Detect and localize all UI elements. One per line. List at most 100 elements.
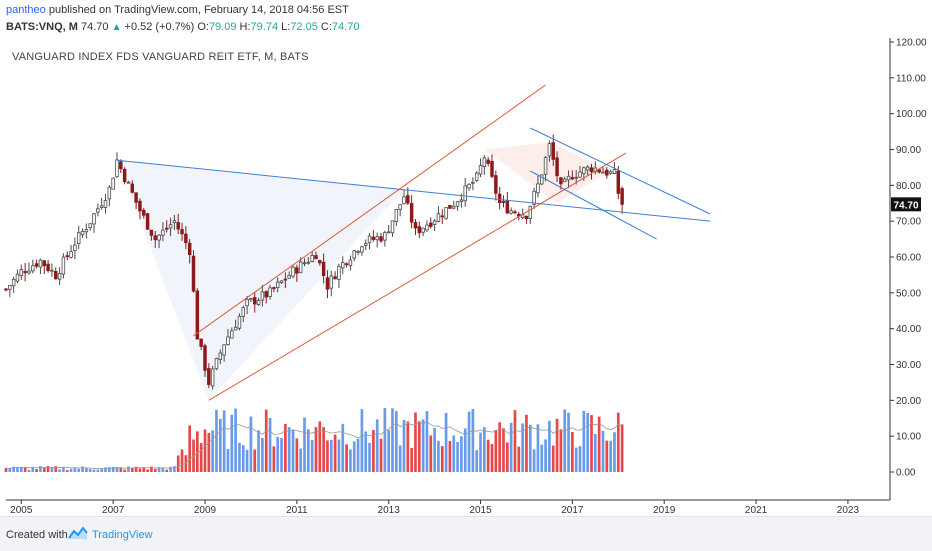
price-chart[interactable]: 0.00 10.00 20.00 30.00 40.00 50.00 60.00 70.00 8… [0,38,932,516]
candle-body [111,177,115,190]
volume-bar [161,467,165,472]
volume-bar [196,431,199,472]
candle-body [536,183,540,194]
candle-body [119,161,123,170]
volume-bar [180,449,184,472]
volume-bar [475,450,479,472]
candle-body [222,344,226,356]
candle-body [601,171,605,174]
volume-bar [433,428,436,472]
candle-body [11,278,16,287]
volume-bar [165,469,169,472]
volume-bar [571,432,574,472]
candle-body [264,291,268,298]
candle-body [612,169,617,174]
volume-bar [173,466,176,472]
candle-body [149,229,154,236]
pattern-shading [116,142,611,401]
candle-body [214,358,219,370]
published-text: published on TradingView.com, February 1… [48,4,349,16]
volume-bar [65,470,69,472]
volume-bar [176,455,180,472]
volume-bar [563,409,567,472]
candle-body [73,244,77,251]
x-tick-label: 2005 [10,505,33,516]
candle-body [555,157,559,177]
candle-body [356,250,360,253]
candle-body [559,177,563,185]
candle-body [360,246,364,253]
y-tick-label: 60.00 [896,253,921,264]
drawing-lines[interactable] [116,84,711,401]
volume-bar [234,408,237,472]
volume-bar [605,440,609,472]
volume-bar [8,468,12,472]
candle-body [115,159,119,178]
volume-bar [157,467,161,472]
candle-body [413,222,418,229]
candle-body [425,224,429,231]
volume-bar [211,430,214,472]
candle-body [260,291,265,301]
volume-bar [345,444,348,472]
candle-body [333,276,337,280]
candle-body [283,278,288,281]
y-tick-label: 40.00 [896,324,921,335]
candle-body [19,269,24,276]
volume-bar [383,407,387,472]
candle-body [471,181,475,184]
candle-body [547,143,552,157]
volume-bar [440,446,444,472]
candle-body [153,235,157,241]
candle-body [134,192,138,203]
volume-bar [127,466,130,472]
volume-bar [471,408,475,472]
volume-bar [150,466,153,472]
author-link[interactable]: pantheo [6,4,46,16]
candle-body [513,211,517,214]
volume-bar [299,448,303,472]
tradingview-logo-icon[interactable] [68,526,88,540]
volume-bar [77,468,81,472]
axes: 0.00 10.00 20.00 30.00 40.00 50.00 60.00 70.00 8… [6,38,927,516]
change-arrow-icon: ▲ [111,22,122,33]
candle-body [597,169,601,173]
tradingview-brand[interactable]: TradingView [92,529,153,541]
volume-bar [467,411,471,472]
volume-bar [333,434,337,472]
chart-area[interactable]: 0.00 10.00 20.00 30.00 40.00 50.00 60.00 70.00 8… [0,38,932,516]
candle-body [455,201,460,207]
volume-bar [394,411,398,472]
volume-bar [138,468,142,472]
candle-body [444,207,448,219]
candle-body [463,185,467,202]
volume-bar [326,440,329,472]
candle-body [99,205,104,208]
candle-body [88,223,92,229]
low-label: L: [281,21,291,33]
candle-body [92,213,96,225]
last-price: 74.70 [80,21,109,33]
volume-bar [429,435,433,472]
candle-body [4,288,8,291]
candle-body [532,190,536,205]
candle-body [478,165,483,175]
candle-body [241,307,246,317]
candle-body [344,263,349,266]
close-value: 74.70 [331,21,360,33]
candle-body [448,205,452,209]
candle-body [486,159,490,164]
candle-body [616,170,621,194]
candle-body [440,215,444,218]
candle-body [161,229,165,236]
y-tick-label: 20.00 [896,396,921,407]
candle-body [497,193,502,203]
volume-bar [107,467,111,472]
volume-bar [207,432,211,472]
volume-bar [483,427,486,472]
candle-body [321,261,326,277]
candle-body [589,167,594,172]
triangle-shade [484,142,611,204]
volume-bar [349,449,352,472]
candle-body [528,205,533,219]
